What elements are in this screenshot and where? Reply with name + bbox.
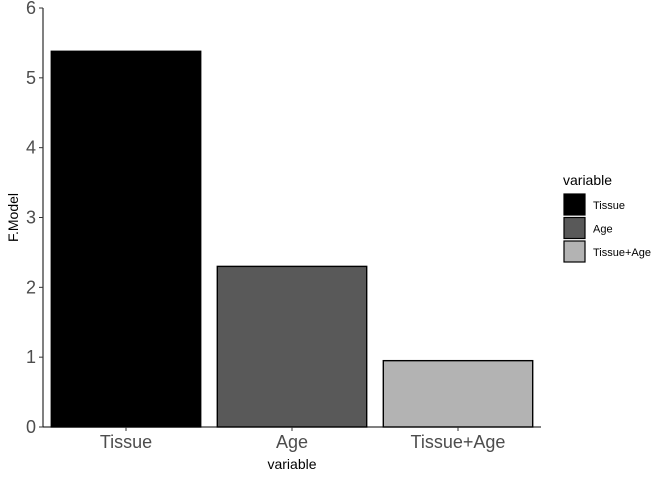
bar-tissue-age	[382, 359, 534, 428]
legend: variable Tissue Age Tissue+Age	[563, 172, 651, 263]
x-tick-label: Age	[276, 432, 308, 452]
legend-swatch	[563, 216, 586, 240]
y-tick-label: 6	[26, 0, 36, 18]
x-tick-label: Tissue	[100, 432, 152, 452]
x-axis-title: variable	[267, 456, 316, 472]
y-tick-label: 3	[26, 208, 36, 228]
bar-tissue	[50, 50, 202, 428]
y-tick-label: 1	[26, 347, 36, 367]
legend-swatch	[563, 193, 586, 216]
y-axis-ticks: 0 1 2 3 4 5 6	[26, 0, 43, 437]
y-tick-label: 0	[26, 417, 36, 437]
legend-label: Age	[593, 224, 613, 236]
y-axis-title: F.Model	[5, 193, 21, 242]
legend-items: Tissue Age Tissue+Age	[563, 193, 651, 263]
bar-age	[216, 265, 368, 428]
x-tick-label: Tissue+Age	[411, 432, 506, 452]
x-axis-ticks: Tissue Age Tissue+Age	[100, 427, 506, 452]
legend-label: Tissue	[593, 200, 625, 212]
bars-group	[50, 50, 534, 428]
legend-swatch	[563, 240, 586, 263]
y-tick-label: 4	[26, 138, 36, 158]
legend-label: Tissue+Age	[593, 247, 651, 259]
y-tick-label: 5	[26, 68, 36, 88]
legend-title: variable	[563, 172, 612, 188]
y-tick-label: 2	[26, 277, 36, 297]
